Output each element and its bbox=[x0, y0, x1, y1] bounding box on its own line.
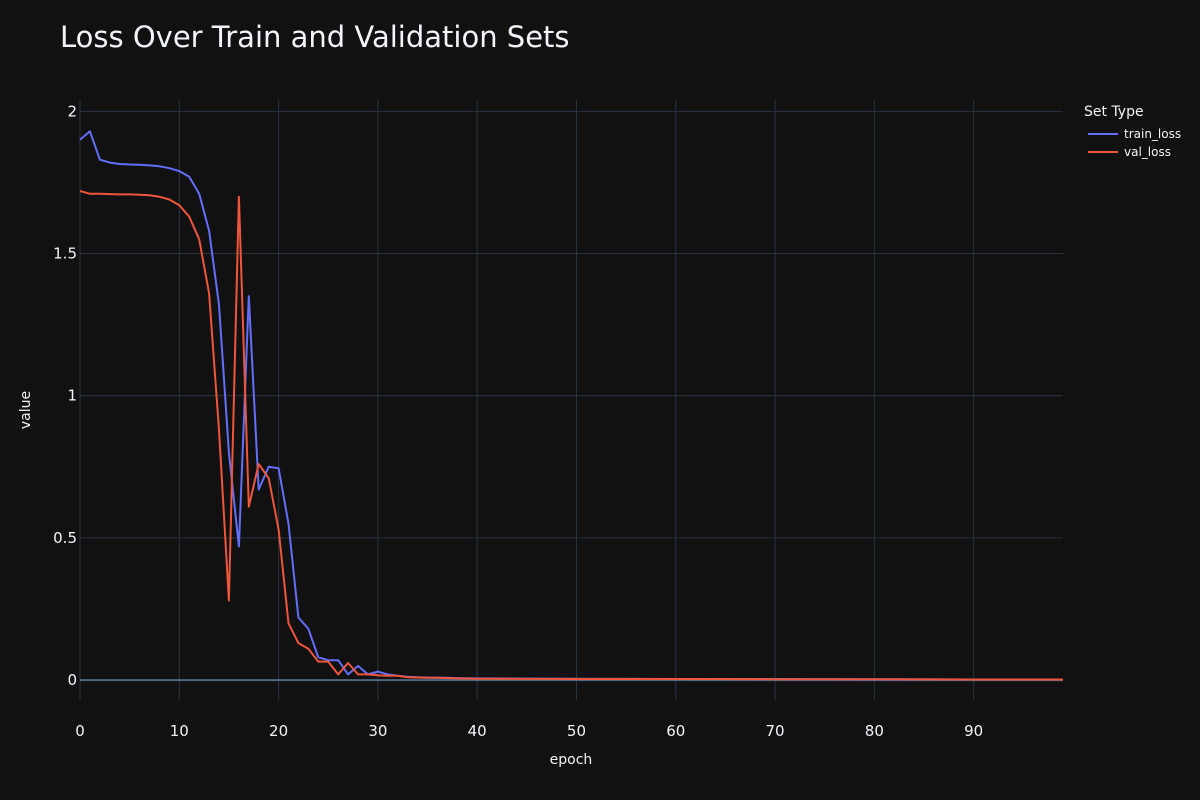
legend-title: Set Type bbox=[1084, 104, 1144, 120]
series-lines bbox=[79, 130, 1063, 681]
x-tick-label: 0 bbox=[75, 722, 85, 740]
legend: Set Type train_loss val_loss bbox=[1084, 104, 1181, 161]
legend-label-train-loss: train_loss bbox=[1124, 127, 1182, 141]
legend-item-val-loss[interactable]: val_loss bbox=[1084, 143, 1181, 161]
y-tick-label: 0 bbox=[67, 671, 77, 689]
grid-lines bbox=[79, 100, 1063, 700]
legend-label-val-loss: val_loss bbox=[1124, 145, 1171, 159]
axis-ticks: 0 10 20 30 40 50 60 70 80 90 0 0.5 1 1.5 2 bbox=[53, 102, 983, 740]
x-tick-label: 80 bbox=[865, 722, 884, 740]
x-tick-label: 70 bbox=[766, 722, 785, 740]
y-tick-label: 1.5 bbox=[53, 245, 77, 263]
x-tick-label: 90 bbox=[964, 722, 983, 740]
y-axis-label: value bbox=[18, 391, 34, 429]
x-tick-label: 60 bbox=[666, 722, 685, 740]
x-axis-label: epoch bbox=[550, 752, 593, 768]
y-tick-label: 1 bbox=[67, 387, 77, 405]
legend-item-train-loss[interactable]: train_loss bbox=[1084, 125, 1181, 143]
x-tick-label: 50 bbox=[567, 722, 586, 740]
series-line-val-loss bbox=[79, 190, 1063, 681]
y-tick-label: 0.5 bbox=[53, 529, 77, 547]
x-tick-label: 20 bbox=[269, 722, 288, 740]
x-tick-label: 40 bbox=[468, 722, 487, 740]
y-tick-label: 2 bbox=[67, 102, 77, 120]
chart-title: Loss Over Train and Validation Sets bbox=[60, 20, 570, 54]
x-tick-label: 10 bbox=[170, 722, 189, 740]
x-tick-label: 30 bbox=[368, 722, 387, 740]
legend-swatch-val-loss bbox=[1088, 151, 1118, 153]
series-line-train-loss bbox=[79, 130, 1063, 681]
legend-swatch-train-loss bbox=[1088, 133, 1118, 135]
